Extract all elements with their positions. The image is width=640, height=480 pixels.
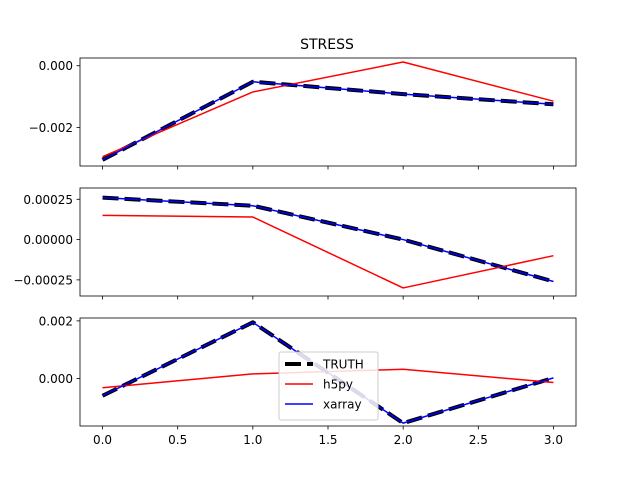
series-line-h5py	[102, 214, 554, 289]
series-line-xarray	[102, 81, 554, 161]
x-tick-label: 1.0	[243, 433, 262, 447]
legend-label-truth: TRUTH	[322, 358, 364, 372]
axes-frame	[79, 187, 577, 297]
legend-box	[278, 351, 379, 421]
y-tick-label: 0.00000	[23, 233, 73, 247]
x-tick-label: 1.5	[318, 433, 337, 447]
x-tick-label: 2.5	[469, 433, 488, 447]
y-tick-label: 0.000	[39, 372, 73, 386]
y-tick-label: 0.00025	[23, 193, 73, 207]
series-line-truth	[101, 79, 554, 162]
y-tick-label: −0.002	[29, 121, 73, 135]
y-tick-label: 0.000	[39, 59, 73, 73]
x-tick-label: 3.0	[544, 433, 563, 447]
panel-2: 0.00025 0.00000 −0.00025	[13, 187, 577, 300]
x-tick-label: 2.0	[394, 433, 413, 447]
axes-frame	[79, 57, 577, 167]
y-tick-label: −0.00025	[13, 273, 73, 287]
series-line-truth	[102, 195, 554, 284]
y-tick-label: 0.002	[39, 314, 73, 328]
panel-1: 0.000 −0.002	[29, 57, 577, 170]
legend: TRUTH h5py xarray	[278, 351, 379, 421]
series-line-xarray	[102, 196, 554, 283]
legend-label-xarray: xarray	[323, 398, 362, 412]
series-line-h5py	[102, 61, 554, 158]
x-tick-label: 0.5	[168, 433, 187, 447]
x-tick-label: 0.0	[93, 433, 112, 447]
chart-title: STRESS	[300, 37, 354, 53]
legend-label-h5py: h5py	[323, 378, 353, 392]
